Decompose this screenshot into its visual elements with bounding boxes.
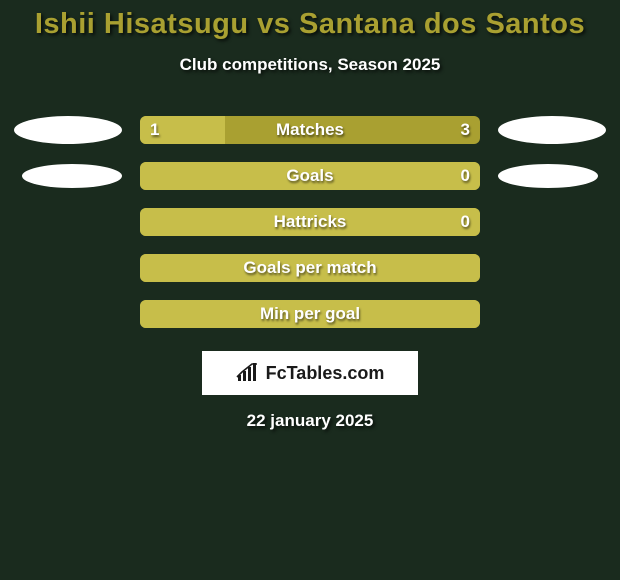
stat-row: Matches 1 3 <box>0 107 620 153</box>
player-right-ellipse <box>498 164 598 188</box>
stat-value-right: 0 <box>461 212 470 232</box>
spacer <box>498 222 608 223</box>
spacer <box>498 268 608 269</box>
page-title: Ishii Hisatsugu vs Santana dos Santos <box>0 0 620 41</box>
stat-value-left: 1 <box>150 120 159 140</box>
spacer <box>12 268 122 269</box>
stat-row: Goals per match <box>0 245 620 291</box>
player-left-ellipse <box>22 164 122 188</box>
stat-bar: Matches 1 3 <box>140 116 480 144</box>
date-text: 22 january 2025 <box>0 411 620 431</box>
spacer <box>12 314 122 315</box>
stat-bar: Min per goal <box>140 300 480 328</box>
brand-box: FcTables.com <box>202 351 418 395</box>
stat-value-right: 3 <box>461 120 470 140</box>
stat-label: Min per goal <box>260 304 360 324</box>
stat-bar: Goals 0 <box>140 162 480 190</box>
stat-bar: Goals per match <box>140 254 480 282</box>
stat-label: Hattricks <box>274 212 347 232</box>
spacer <box>498 314 608 315</box>
stat-label: Matches <box>276 120 344 140</box>
stat-row: Hattricks 0 <box>0 199 620 245</box>
stat-row: Goals 0 <box>0 153 620 199</box>
page-subtitle: Club competitions, Season 2025 <box>0 55 620 75</box>
stat-bar: Hattricks 0 <box>140 208 480 236</box>
stat-row: Min per goal <box>0 291 620 337</box>
stat-label: Goals <box>286 166 333 186</box>
stat-value-right: 0 <box>461 166 470 186</box>
player-left-ellipse <box>14 116 122 144</box>
stat-label: Goals per match <box>243 258 376 278</box>
brand-text: FcTables.com <box>266 363 385 384</box>
player-right-ellipse <box>498 116 606 144</box>
comparison-chart: Matches 1 3 Goals 0 Hattricks 0 Goals per match… <box>0 107 620 337</box>
spacer <box>12 222 122 223</box>
bar-chart-icon <box>236 363 260 383</box>
